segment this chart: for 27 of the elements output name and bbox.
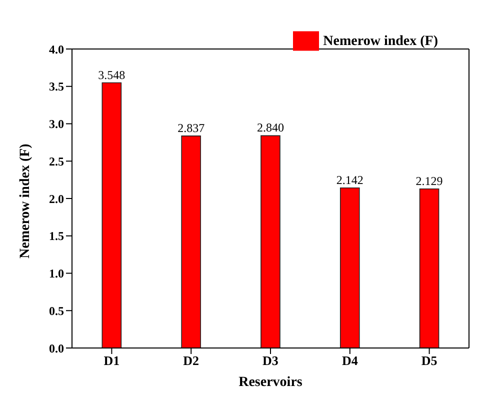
y-tick-label: 0.5 [49, 304, 64, 318]
bar [260, 135, 280, 348]
x-tick-label: D2 [183, 353, 200, 368]
data-label: 2.840 [256, 120, 284, 135]
data-label: 2.129 [416, 174, 443, 188]
x-tick-label: D1 [104, 353, 120, 368]
y-axis-title: Nemerow index (F) [18, 143, 33, 258]
y-tick-label: 0.0 [49, 341, 64, 356]
x-axis-title: Reservoirs [238, 375, 303, 390]
data-label: 3.548 [98, 68, 126, 82]
y-tick-label: 3.5 [49, 80, 64, 94]
bar [340, 187, 360, 348]
data-label: 2.837 [178, 120, 205, 135]
bar [102, 82, 122, 348]
y-tick-label: 1.5 [49, 229, 64, 244]
y-tick-label: 4.0 [49, 42, 64, 56]
legend-label: Nemerow index (F) [323, 34, 438, 49]
bar [181, 136, 201, 348]
bar [419, 188, 440, 348]
y-tick-label: 3.0 [49, 117, 64, 132]
x-tick-label: D3 [262, 353, 279, 368]
y-tick-label: 1.0 [49, 266, 64, 281]
y-tick-label: 2.0 [49, 192, 64, 206]
y-tick-label: 2.5 [49, 154, 64, 168]
x-tick-label: D4 [342, 353, 358, 368]
x-tick-label: D5 [421, 353, 438, 368]
data-label: 2.142 [336, 172, 364, 187]
